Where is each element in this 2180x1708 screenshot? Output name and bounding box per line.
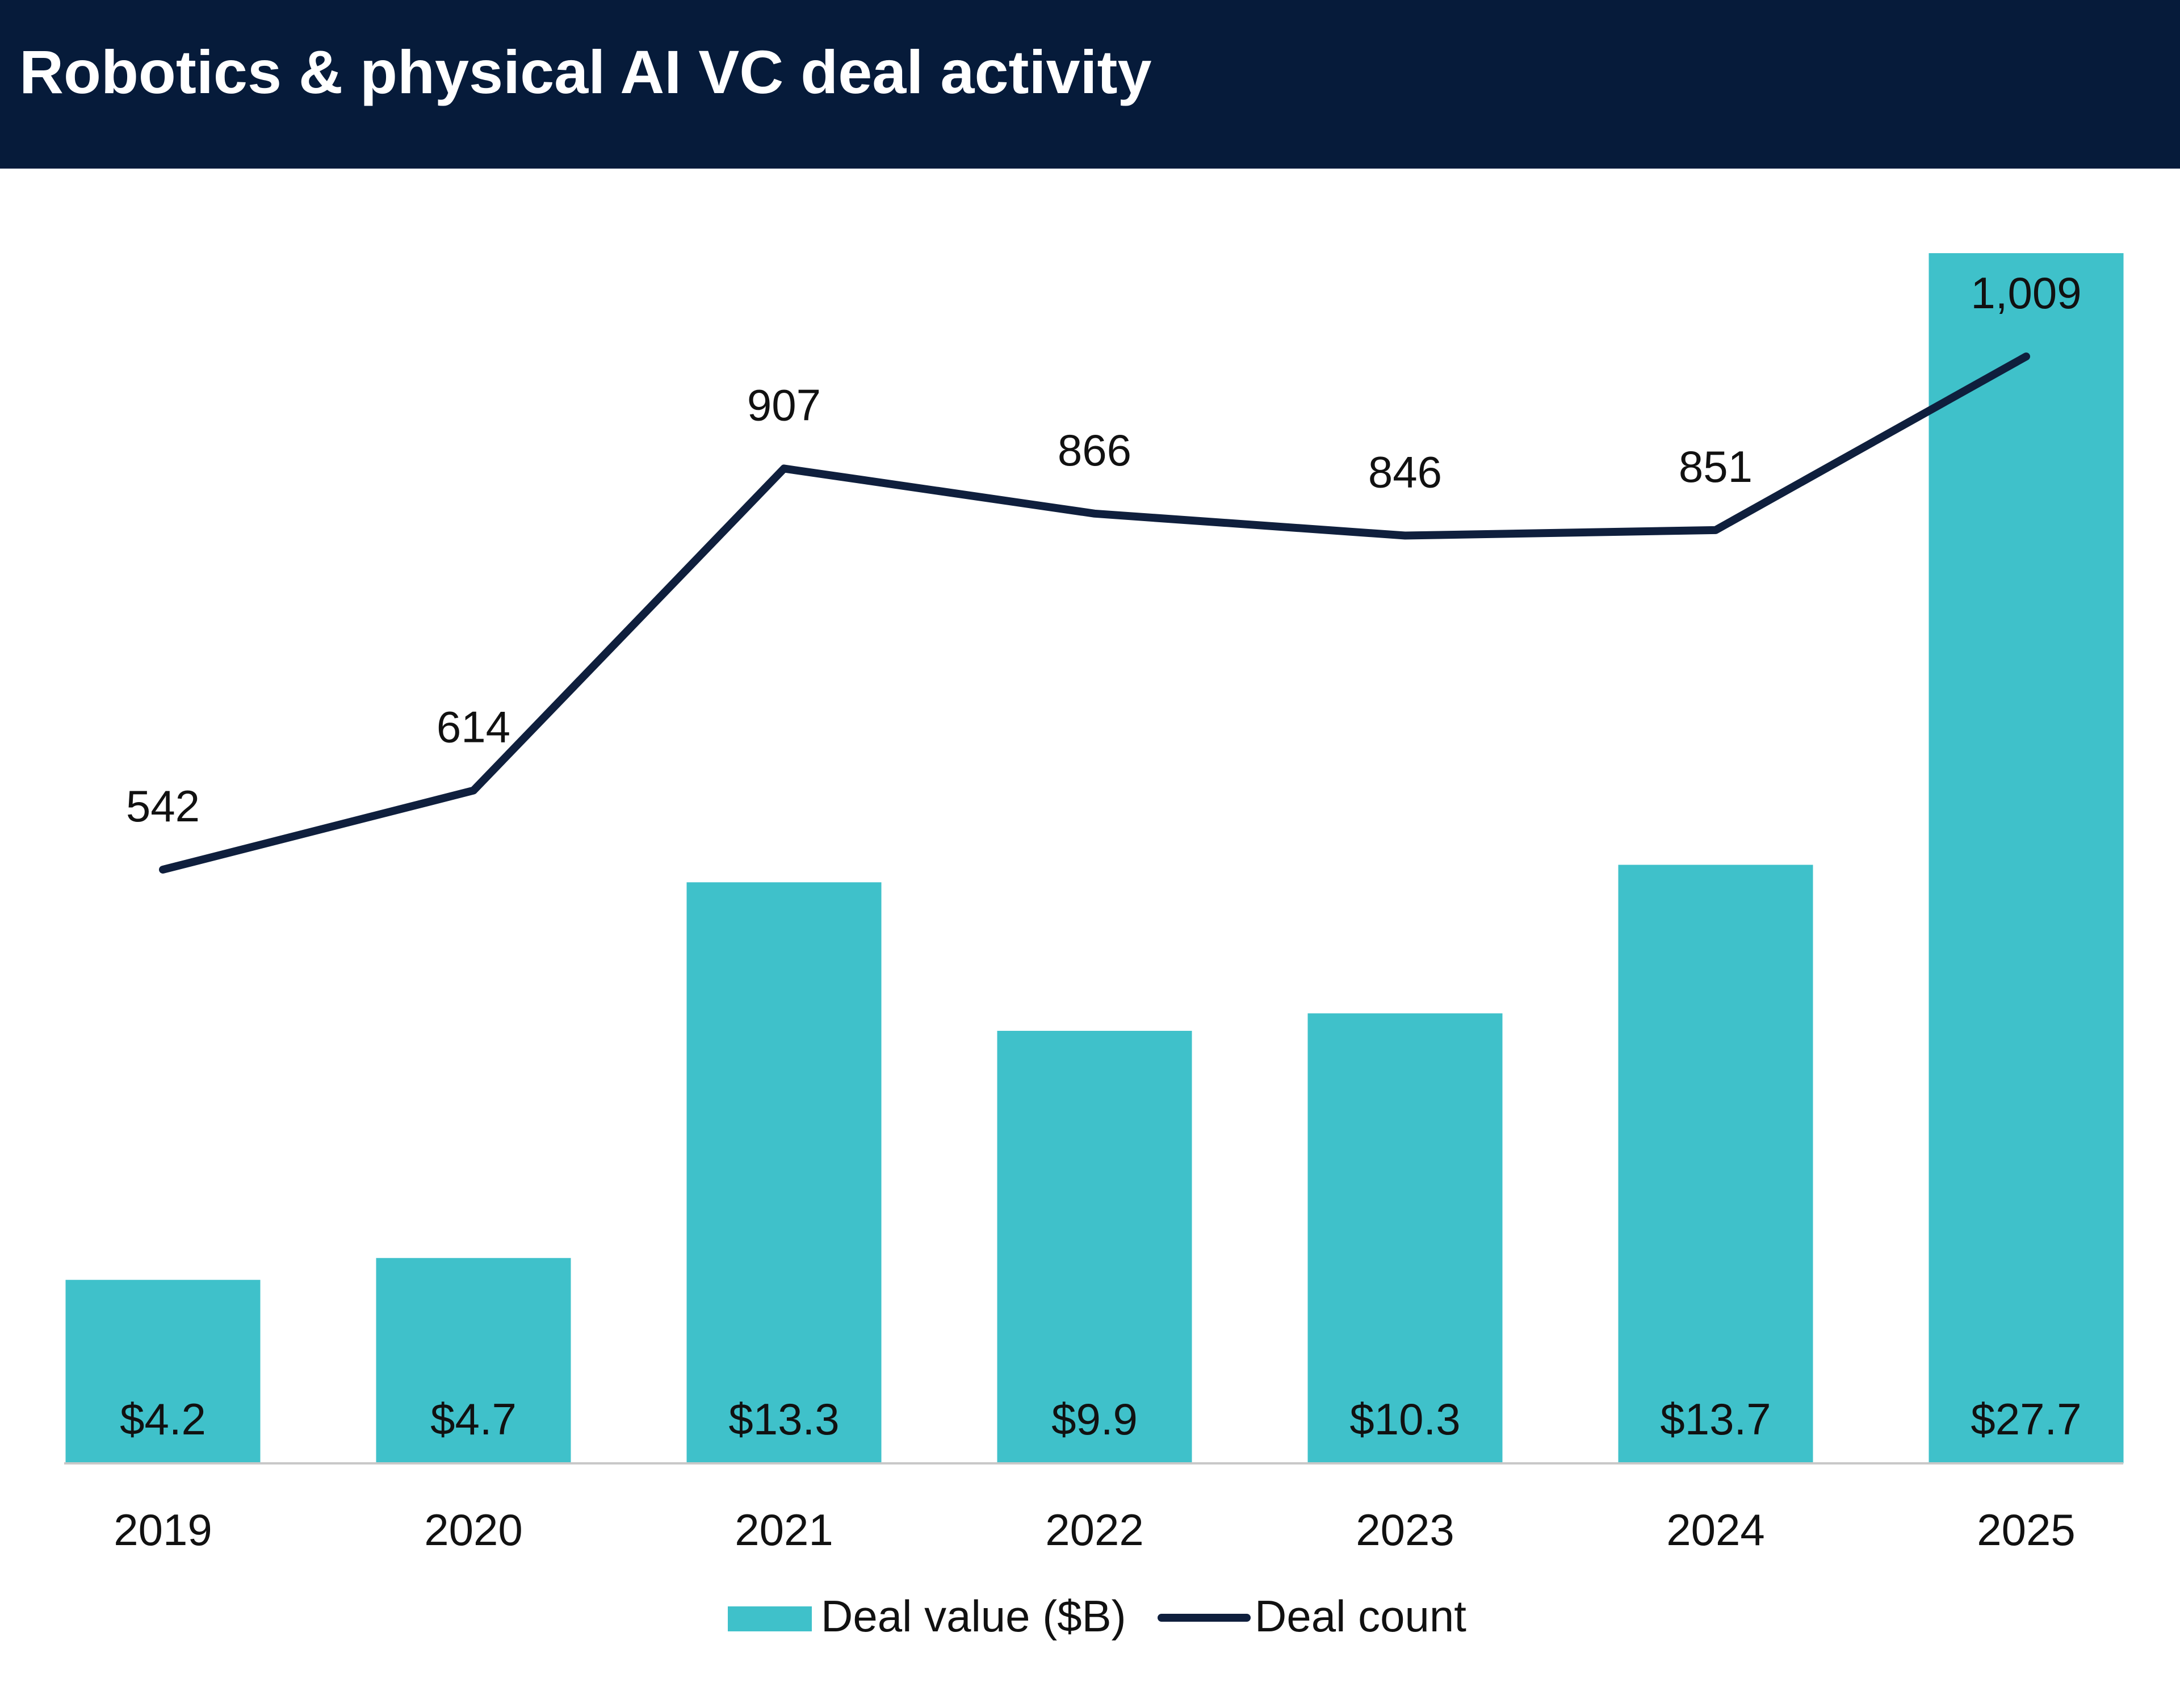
line-series-deal-count xyxy=(159,352,2030,874)
bar-value-label-2025: $27.7 xyxy=(1971,1394,2081,1444)
line-value-label-2019: 542 xyxy=(126,781,200,831)
x-tick-label-2021: 2021 xyxy=(735,1505,833,1555)
bar-2019 xyxy=(65,1279,261,1463)
bar-2023 xyxy=(1307,1013,1503,1463)
legend-label-deal-value: Deal value ($B) xyxy=(821,1591,1126,1641)
legend-swatch-deal-value xyxy=(728,1606,812,1631)
bar-value-label-2020: $4.7 xyxy=(430,1394,517,1444)
line-value-label-2022: 866 xyxy=(1058,425,1131,475)
line-value-label-2021: 907 xyxy=(747,380,821,430)
line-value-label-2024: 851 xyxy=(1679,442,1753,492)
bar-2024 xyxy=(1618,865,1813,1463)
bar-value-labels: $4.2 $4.7 $13.3 $9.9 $10.3 $13.7 $27.7 xyxy=(120,1394,2082,1444)
bar-value-label-2023: $10.3 xyxy=(1349,1394,1460,1444)
line-value-label-2025: 1,009 xyxy=(1971,268,2081,318)
bar-value-label-2022: $9.9 xyxy=(1051,1394,1138,1444)
bar-value-label-2019: $4.2 xyxy=(120,1394,206,1444)
x-tick-label-2024: 2024 xyxy=(1666,1505,1765,1555)
x-tick-label-2023: 2023 xyxy=(1356,1505,1454,1555)
x-tick-label-2019: 2019 xyxy=(114,1505,212,1555)
legend-label-deal-count: Deal count xyxy=(1255,1591,1466,1641)
bar-value-label-2024: $13.7 xyxy=(1660,1394,1771,1444)
bar-series-deal-value xyxy=(65,253,2124,1463)
bar-2025 xyxy=(1929,253,2124,1463)
chart-title: Robotics & physical AI VC deal activity xyxy=(19,37,1152,106)
x-tick-label-2022: 2022 xyxy=(1045,1505,1144,1555)
combo-chart: $4.2 $4.7 $13.3 $9.9 $10.3 $13.7 $27.7 542 614 9… xyxy=(64,253,2124,1641)
legend: Deal value ($B) Deal count xyxy=(728,1591,1466,1641)
bar-value-label-2021: $13.3 xyxy=(728,1394,839,1444)
line-value-labels: 542 614 907 866 846 851 1,009 xyxy=(126,268,2082,831)
bar-2022 xyxy=(997,1031,1192,1463)
x-tick-label-2025: 2025 xyxy=(1977,1505,2076,1555)
x-tick-label-2020: 2020 xyxy=(424,1505,523,1555)
line-value-label-2023: 846 xyxy=(1368,447,1442,497)
x-axis-tick-labels: 2019 2020 2021 2022 2023 2024 2025 xyxy=(114,1505,2076,1555)
deal-count-line xyxy=(159,352,2030,874)
bar-2020 xyxy=(376,1258,571,1463)
line-value-label-2020: 614 xyxy=(437,702,510,752)
bar-2021 xyxy=(686,882,882,1463)
header-bar: Robotics & physical AI VC deal activity xyxy=(0,0,2180,169)
